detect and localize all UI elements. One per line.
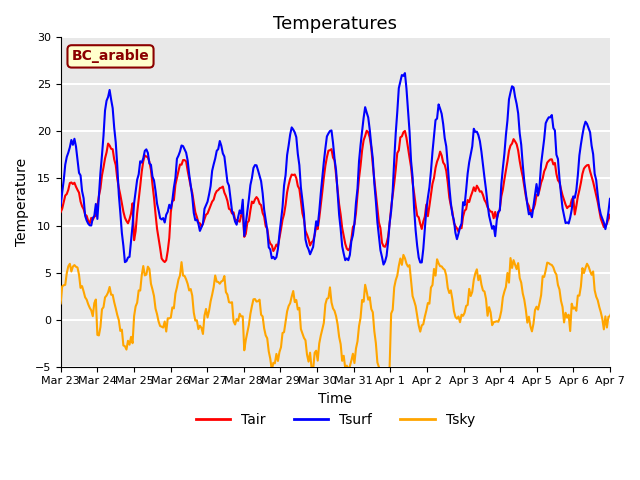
Tsky <box>477 282 485 288</box>
Y-axis label: Temperature: Temperature <box>15 158 29 246</box>
Legend: Tair, Tsurf, Tsky: Tair, Tsurf, Tsky <box>190 407 481 432</box>
Tsurf <box>358 129 366 135</box>
Tsky <box>57 300 65 306</box>
Line: Tsurf: Tsurf <box>61 73 640 264</box>
Tair <box>565 204 573 209</box>
Title: Temperatures: Temperatures <box>273 15 397 33</box>
Tsurf <box>95 193 103 199</box>
Tsky <box>378 386 386 392</box>
Tsky <box>95 333 103 338</box>
Tsky <box>77 285 84 291</box>
Tsurf <box>565 221 573 227</box>
Tsurf <box>380 262 387 267</box>
Tsurf <box>57 203 65 209</box>
Tsky <box>358 297 366 303</box>
Tsurf <box>77 172 84 178</box>
Tsurf <box>401 70 409 76</box>
Tair <box>363 128 371 133</box>
Tair <box>161 259 168 265</box>
Tair <box>95 193 103 199</box>
Tair <box>77 199 84 204</box>
Tair <box>57 209 65 215</box>
Tsky <box>399 252 407 258</box>
X-axis label: Time: Time <box>318 392 353 406</box>
Line: Tsky: Tsky <box>61 255 640 389</box>
Tair <box>360 137 367 143</box>
Tsurf <box>477 149 485 155</box>
Tair <box>477 189 485 194</box>
Tsky <box>565 312 573 318</box>
Text: BC_arable: BC_arable <box>72 49 149 63</box>
Line: Tair: Tair <box>61 131 640 262</box>
